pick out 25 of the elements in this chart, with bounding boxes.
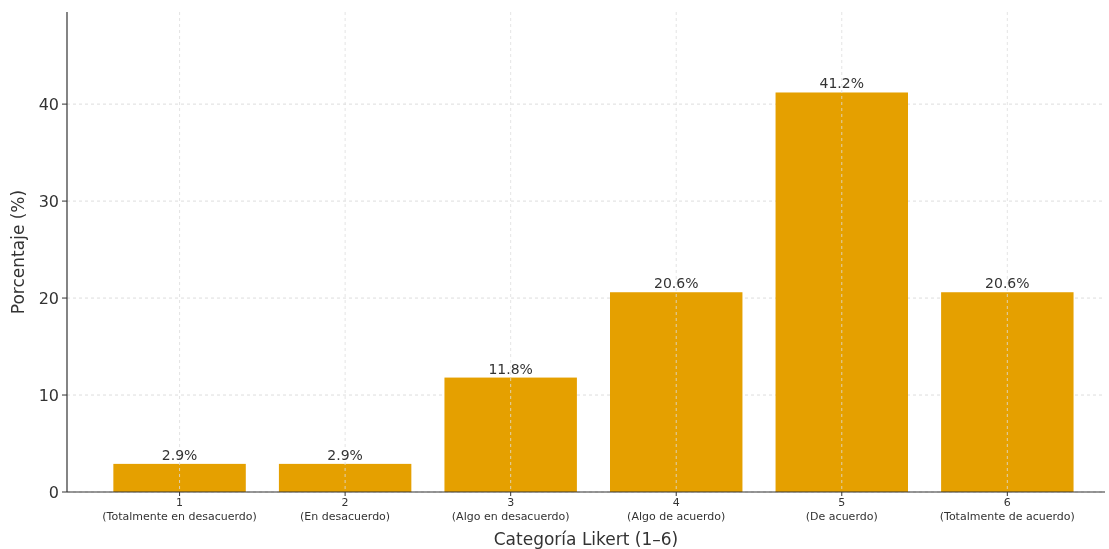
bar xyxy=(444,377,577,492)
x-tick-label: 3 (Algo en desacuerdo) xyxy=(451,496,570,523)
bar xyxy=(278,463,412,492)
x-tick-label: 2 (En desacuerdo) xyxy=(300,496,391,523)
y-tick-label: 0 xyxy=(48,482,59,502)
bar xyxy=(610,292,743,492)
y-tick-label: 40 xyxy=(38,94,59,114)
data-label: 2.9% xyxy=(161,446,198,463)
bar xyxy=(775,92,908,492)
x-tick-label: 1 (Totalmente en desacuerdo) xyxy=(102,496,257,523)
y-axis-title: Porcentaje (%) xyxy=(8,189,28,315)
x-tick-label: 4 (Algo de acuerdo) xyxy=(627,496,726,523)
x-tick-label: 5 (De acuerdo) xyxy=(805,496,878,523)
bar xyxy=(941,292,1074,492)
data-label: 2.9% xyxy=(327,446,363,463)
y-tick-label: 20 xyxy=(38,288,59,308)
bar xyxy=(113,463,246,492)
y-tick-label: 10 xyxy=(38,385,59,405)
data-label: 20.6% xyxy=(653,275,699,292)
data-label: 41.2% xyxy=(819,75,865,92)
data-label: 11.8% xyxy=(488,360,533,377)
y-tick-label: 30 xyxy=(38,191,59,211)
x-axis-title: Categoría Likert (1–6) xyxy=(493,529,679,549)
x-tick-label: 6 (Totalmente de acuerdo) xyxy=(939,496,1075,523)
data-label: 20.6% xyxy=(985,275,1030,292)
